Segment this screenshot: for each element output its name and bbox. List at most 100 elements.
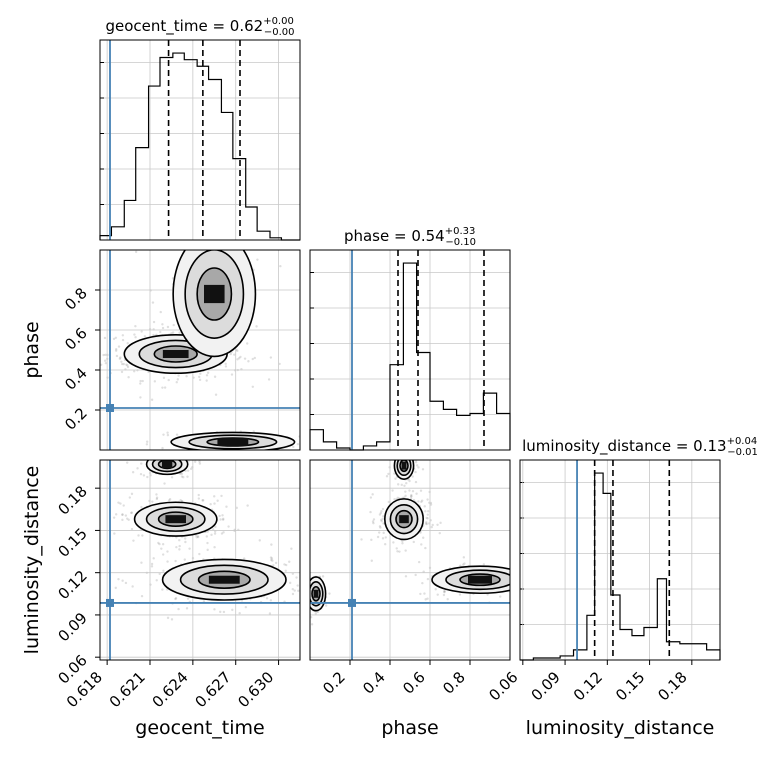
sample-point	[384, 536, 387, 539]
sample-point	[246, 342, 249, 345]
sample-point	[174, 597, 177, 601]
histogram-grid	[100, 62, 300, 205]
sample-point	[523, 594, 525, 596]
sample-point	[306, 587, 308, 589]
y-tick-label: 0.09	[54, 609, 90, 645]
sample-point	[268, 612, 272, 615]
sample-point	[420, 500, 423, 504]
sample-point	[220, 494, 223, 498]
sample-point	[436, 593, 439, 596]
sample-point	[150, 562, 154, 566]
sample-point	[403, 450, 405, 452]
sample-point	[257, 455, 259, 457]
sample-point	[155, 496, 159, 499]
sample-point	[314, 612, 317, 615]
sample-point	[187, 460, 190, 463]
sample-point	[394, 477, 397, 480]
sample-point	[513, 578, 515, 580]
sample-point	[384, 453, 386, 455]
sample-point	[167, 378, 170, 382]
sample-point	[222, 517, 225, 521]
title-value: geocent_time = 0.62	[106, 17, 264, 36]
sample-point	[160, 456, 162, 458]
sample-point	[183, 558, 186, 561]
sample-point	[159, 330, 162, 334]
sample-point	[401, 456, 403, 458]
truth-marker	[348, 598, 356, 607]
panel-frame	[309, 459, 511, 661]
sample-point	[529, 582, 531, 584]
sample-point	[121, 338, 125, 342]
truth-marker	[106, 598, 114, 607]
sample-point	[122, 504, 125, 507]
sample-point	[213, 546, 216, 549]
sample-point	[134, 336, 137, 339]
sample-point	[206, 541, 209, 545]
sample-point	[216, 499, 219, 502]
sample-point	[225, 505, 228, 508]
sample-point	[392, 541, 395, 544]
sample-point	[319, 445, 321, 447]
sample-point	[438, 531, 441, 535]
x-axis-label-luminosity_distance: luminosity_distance	[526, 717, 715, 739]
sample-point	[161, 323, 164, 326]
sample-point	[525, 581, 527, 583]
sample-point	[415, 492, 418, 495]
sample-point	[143, 335, 147, 338]
y-tick-label: 0.12	[54, 567, 90, 603]
sample-point	[381, 517, 384, 521]
sample-point	[146, 475, 149, 479]
sample-point	[141, 534, 144, 537]
sample-point	[272, 564, 275, 567]
sample-point	[198, 460, 201, 463]
sample-point	[324, 604, 328, 607]
sample-point	[408, 489, 411, 492]
y-tick-label: 0.18	[54, 482, 90, 518]
sample-point	[267, 378, 271, 381]
sample-point	[174, 451, 176, 453]
sample-point	[126, 364, 129, 367]
sample-point	[393, 497, 396, 501]
sample-point	[242, 557, 246, 560]
sample-point	[278, 362, 281, 366]
sample-point	[187, 232, 189, 234]
density-peak	[162, 350, 189, 358]
sample-point	[462, 556, 466, 559]
sample-point	[425, 522, 428, 525]
sample-point	[383, 543, 387, 546]
sample-point	[430, 525, 433, 529]
sample-point	[566, 586, 568, 588]
sample-point	[411, 490, 415, 493]
sample-point	[100, 363, 103, 367]
sample-point	[425, 521, 428, 524]
sample-point	[239, 355, 242, 359]
sample-point	[214, 525, 217, 529]
density-peak	[313, 589, 319, 598]
sample-point	[214, 393, 218, 396]
sample-point	[409, 495, 413, 498]
y-axis-label-phase: phase	[21, 321, 43, 378]
sample-point	[174, 559, 177, 563]
sample-point	[417, 560, 421, 564]
sample-point	[121, 334, 125, 337]
sample-point	[301, 575, 303, 577]
sample-point	[420, 543, 423, 546]
sample-point	[297, 589, 300, 593]
y-tick-label: 0.6	[61, 324, 91, 354]
sample-point	[121, 513, 124, 516]
density-peak	[204, 284, 225, 304]
sample-point	[174, 597, 178, 600]
panel-title-luminosity_distance: luminosity_distance = 0.13+0.04 −0.01	[522, 436, 758, 458]
sample-point	[258, 539, 261, 542]
sample-point	[134, 324, 137, 328]
sample-point	[425, 522, 428, 526]
scatter-phase-luminosity_distance	[306, 450, 568, 626]
sample-point	[175, 433, 179, 436]
sample-point	[244, 605, 248, 609]
sample-point	[419, 489, 423, 492]
title-upper-error: +0.04	[727, 436, 758, 447]
sample-point	[188, 547, 191, 550]
sample-point	[202, 600, 206, 603]
sample-point	[136, 467, 139, 470]
sample-point	[427, 510, 430, 513]
